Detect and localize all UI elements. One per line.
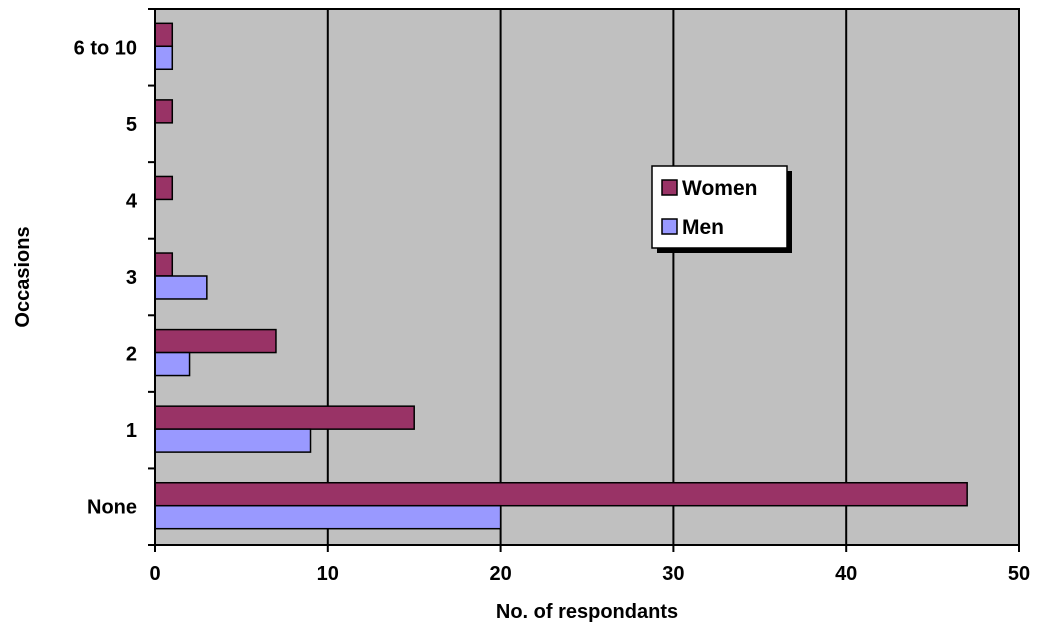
x-tick-label: 20 (489, 563, 511, 585)
bar-men-none (154, 504, 502, 530)
y-tick-label: None (87, 497, 137, 519)
y-tick-labels: None 1 2 3 4 5 6 to 10 (74, 37, 138, 518)
legend-label-men: Men (682, 216, 724, 239)
x-tick-label: 50 (1008, 563, 1030, 585)
legend-swatch-men (661, 218, 678, 235)
bar-women-none (154, 481, 968, 507)
y-tick-label: 6 to 10 (74, 37, 137, 59)
y-axis-title: Occasions (12, 226, 34, 327)
axes (148, 8, 1020, 552)
bar-men-1 (154, 428, 312, 453)
bar-men-2 (154, 351, 191, 377)
bar-women-4 (154, 175, 174, 201)
gridlines (326, 9, 1020, 545)
x-tick-label: 10 (317, 563, 339, 585)
legend-swatch-women (661, 179, 678, 196)
y-tick-label: 3 (126, 267, 137, 289)
legend: Women Men (651, 165, 792, 253)
bar-women-3 (154, 252, 174, 277)
y-tick-label: 1 (126, 420, 137, 442)
x-tick-labels: 0 10 20 30 40 50 (149, 563, 1030, 585)
x-axis-title: No. of respondants (496, 601, 678, 623)
y-tick-label: 4 (126, 190, 138, 212)
x-tick-label: 40 (835, 563, 857, 585)
x-tick-label: 0 (149, 563, 160, 585)
bar-women-6-to-10 (154, 22, 174, 48)
x-tick-label: 30 (662, 563, 684, 585)
bar-women-1 (154, 405, 415, 430)
y-tick-label: 5 (126, 114, 137, 136)
bar-women-5 (154, 99, 174, 124)
bars (154, 22, 968, 530)
legend-label-women: Women (682, 177, 757, 200)
y-tick-label: 2 (126, 344, 137, 366)
bar-women-2 (154, 328, 277, 354)
bar-men-3 (154, 275, 208, 300)
bar-men-6-to-10 (154, 45, 174, 71)
plot-area (154, 8, 1020, 546)
